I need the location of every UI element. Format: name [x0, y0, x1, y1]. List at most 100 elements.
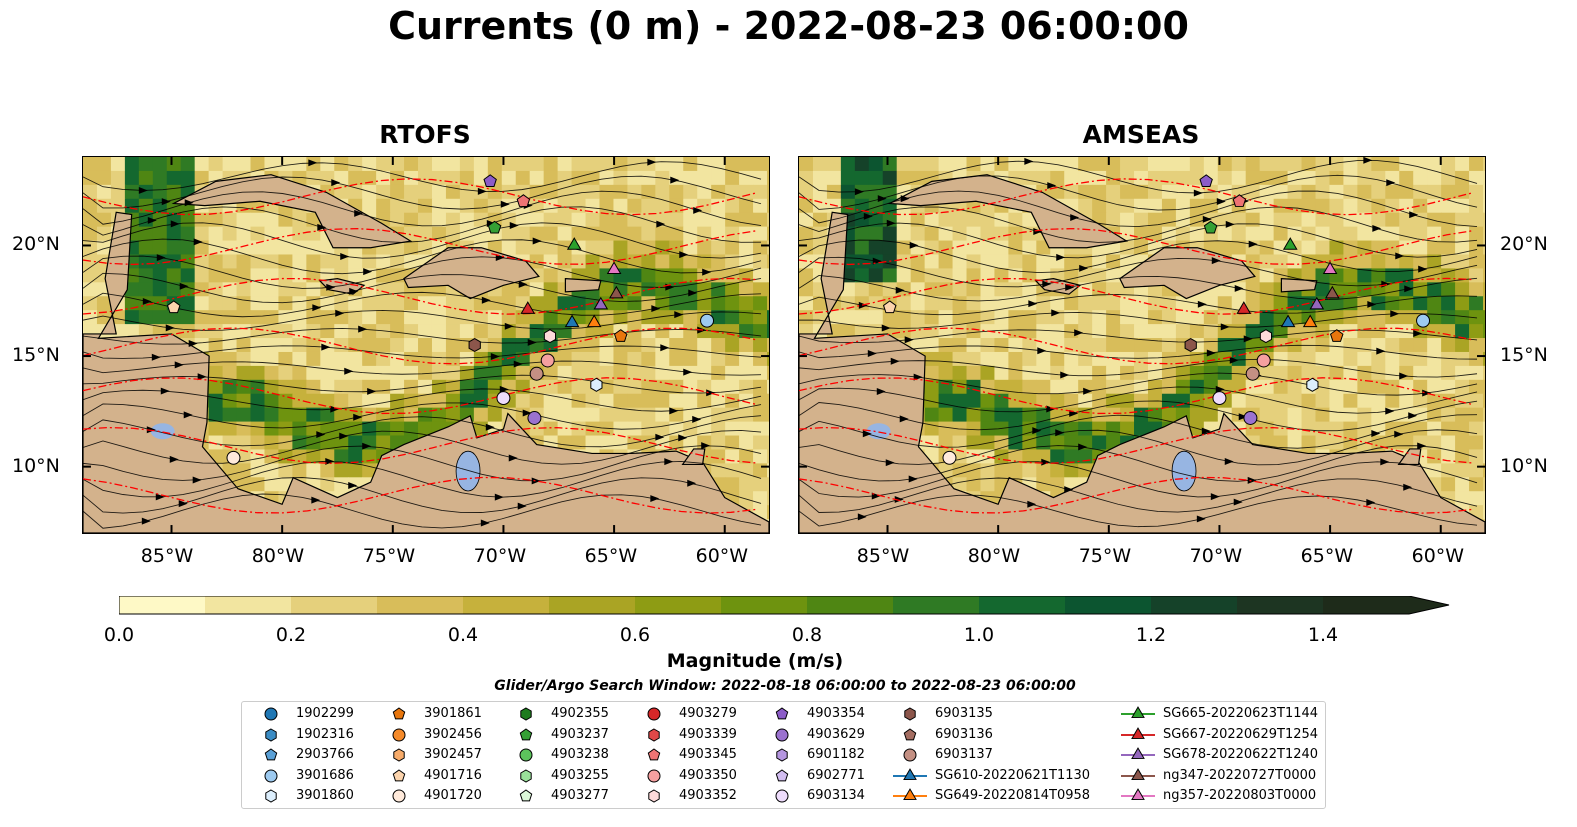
colorbar-tick-label: 0.8	[791, 624, 823, 646]
legend-label: SG649-20220814T0958	[935, 788, 1091, 803]
obs-marker-4903345	[516, 194, 531, 207]
streamline	[799, 386, 1478, 414]
stream-arrow	[862, 430, 872, 438]
stream-arrow	[1394, 430, 1404, 438]
stream-arrow	[655, 433, 665, 441]
lon-tick-label: 85°W	[140, 545, 194, 567]
legend-marker	[392, 789, 406, 803]
obs-marker-SG665-20220623T1144	[1282, 237, 1298, 250]
obs-marker-SG649-20220814T0958	[1302, 314, 1318, 328]
obs-marker-SG665-20220623T1144	[566, 237, 582, 250]
legend-label: 4903277	[551, 788, 609, 803]
stream-arrow	[504, 322, 514, 330]
stream-arrow	[650, 495, 660, 503]
stream-arrow	[499, 385, 509, 393]
legend-marker	[903, 767, 917, 780]
stream-arrow	[330, 405, 340, 413]
map-panel-rtofs	[82, 156, 770, 534]
obs-marker-SG610-20220621T1130	[564, 314, 580, 328]
stream-arrow	[1367, 300, 1377, 308]
stream-arrow	[348, 481, 358, 489]
stream-arrow	[1366, 499, 1376, 507]
obs-marker-SG649-20220814T0958	[586, 314, 602, 328]
streamline	[799, 414, 1478, 449]
stream-arrow	[1238, 413, 1248, 421]
legend-marker	[392, 768, 406, 781]
legend-marker	[264, 769, 278, 782]
stream-arrow	[674, 311, 684, 319]
stream-arrow	[1395, 252, 1405, 260]
obs-marker-4901720	[226, 450, 241, 465]
stream-arrow	[1064, 486, 1074, 494]
stream-arrow	[325, 457, 335, 465]
stream-arrow	[706, 389, 716, 397]
streamline	[83, 402, 762, 430]
legend-marker	[648, 789, 660, 803]
legend-label: 4903352	[679, 788, 737, 803]
obs-marker-3901686	[1416, 313, 1431, 328]
obs-marker-4903354	[1199, 174, 1213, 188]
streamline	[83, 374, 762, 394]
stream-arrow	[1220, 323, 1230, 331]
legend-marker	[520, 768, 532, 783]
landmass	[1397, 448, 1422, 466]
stream-arrow	[518, 280, 528, 288]
obs-marker-6903135	[1184, 337, 1197, 353]
legend-marker	[264, 707, 278, 721]
stream-arrow	[890, 357, 900, 365]
landmass	[799, 211, 1485, 533]
stream-arrow	[1042, 280, 1052, 288]
legend-marker	[520, 707, 532, 721]
stream-arrow	[1372, 224, 1382, 232]
legend-marker	[1131, 726, 1145, 739]
legend-marker	[265, 789, 277, 803]
stream-arrow	[1024, 157, 1034, 165]
legend-marker	[392, 728, 406, 741]
colorbar-tick-label: 0.4	[447, 624, 479, 646]
legend-marker	[1131, 788, 1145, 801]
contour-line	[799, 227, 1473, 266]
stream-arrow	[1083, 387, 1093, 395]
stream-arrow	[326, 283, 336, 291]
lake-maracaibo	[1171, 450, 1197, 492]
stream-arrow	[477, 187, 487, 195]
stream-arrow	[197, 373, 207, 381]
obs-marker-4901716	[882, 300, 897, 314]
legend-marker	[647, 769, 661, 782]
streamline	[83, 175, 762, 210]
stream-arrow	[1202, 215, 1212, 223]
legend-marker	[519, 727, 533, 740]
streamline	[83, 345, 762, 359]
stream-arrow	[179, 282, 189, 290]
stream-arrow	[895, 286, 905, 294]
obs-marker-ng357-20220803T0000	[1322, 261, 1338, 274]
stream-arrow	[170, 220, 180, 228]
stream-arrow	[517, 502, 527, 510]
streamline	[799, 372, 1478, 396]
colorbar-outline	[118, 595, 1450, 615]
lat-tick-label-right: 10°N	[1500, 455, 1548, 478]
obs-marker-4903237	[487, 220, 502, 234]
streamline	[83, 477, 762, 514]
stream-arrow	[160, 387, 170, 395]
stream-arrow	[894, 495, 904, 503]
stream-arrow	[877, 195, 887, 203]
legend-label: 1902316	[296, 726, 354, 742]
stream-arrow	[664, 458, 674, 466]
obs-marker-3901861	[613, 329, 628, 342]
contour-line	[83, 327, 757, 365]
obs-marker-ng347-20220727T0000	[608, 285, 624, 299]
stream-arrow	[165, 324, 175, 332]
stream-arrow	[692, 415, 702, 423]
streamline	[83, 360, 762, 376]
panel-title-amseas: AMSEAS	[1082, 120, 1200, 149]
stream-arrow	[1046, 405, 1056, 413]
stream-arrow	[500, 200, 510, 208]
stream-arrow	[494, 493, 504, 501]
streamline	[799, 256, 1478, 288]
streamline	[799, 294, 1478, 316]
colorbar-tick-label: 1.0	[963, 624, 995, 646]
stream-arrow	[1376, 347, 1386, 355]
stream-arrow	[1234, 284, 1244, 292]
obs-marker-SG610-20220621T1130	[1280, 314, 1296, 328]
